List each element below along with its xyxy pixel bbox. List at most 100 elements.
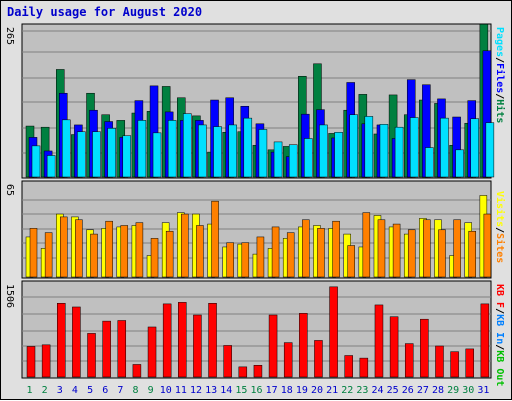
bar-kbf-day-24	[374, 304, 384, 378]
x-tick-label-day-2: 2	[42, 385, 48, 396]
bar-sites-day-15	[241, 242, 250, 278]
bar-kbf-day-16	[253, 365, 263, 378]
bar-pages-day-5	[92, 131, 101, 178]
bar-sites-day-25	[392, 223, 401, 278]
bar-pages-day-19	[304, 138, 313, 178]
bar-sites-day-20	[317, 228, 325, 278]
x-tick-label-day-6: 6	[102, 385, 108, 396]
bar-pages-day-29	[455, 149, 464, 178]
bar-sites-day-12	[196, 225, 204, 278]
x-tick-label-day-1: 1	[27, 385, 33, 396]
bar-sites-day-17	[271, 226, 280, 278]
legend-middle: Visits/Sites	[494, 191, 506, 263]
bar-kbf-day-12	[193, 314, 202, 378]
bar-sites-day-22	[347, 245, 355, 278]
bar-pages-day-16	[258, 129, 268, 178]
x-tick-label-day-7: 7	[117, 385, 123, 396]
bar-kbf-day-31	[480, 303, 490, 378]
bar-sites-day-4	[75, 219, 83, 278]
bar-pages-day-27	[425, 147, 434, 178]
bar-pages-day-22	[349, 114, 358, 178]
bar-pages-day-18	[288, 144, 298, 178]
x-tick-label-day-31: 31	[477, 385, 489, 396]
bar-sites-day-9	[150, 238, 159, 278]
bar-kbf-day-5	[87, 333, 96, 378]
bar-sites-day-27	[423, 219, 431, 278]
x-tick-label-day-14: 14	[220, 385, 232, 396]
bar-pages-day-8	[137, 120, 147, 178]
x-tick-label-day-15: 15	[235, 385, 247, 396]
bar-pages-day-12	[198, 124, 207, 178]
legend-separator: /	[494, 227, 505, 233]
legend-item-files: Files	[494, 63, 506, 93]
bar-sites-day-26	[407, 229, 416, 278]
x-tick-label-day-3: 3	[57, 385, 63, 396]
bar-sites-day-11	[181, 213, 189, 278]
x-tick-label-day-29: 29	[447, 385, 459, 396]
bar-pages-day-3	[62, 119, 71, 178]
bar-kbf-day-14	[223, 345, 232, 378]
bar-pages-day-11	[183, 113, 192, 178]
bar-pages-day-2	[46, 155, 56, 178]
x-tick-label-day-21: 21	[326, 385, 338, 396]
bar-pages-day-23	[364, 116, 374, 178]
x-tick-label-day-16: 16	[250, 385, 262, 396]
bar-pages-day-25	[394, 126, 404, 178]
x-tick-label-day-17: 17	[266, 385, 278, 396]
bar-sites-day-5	[90, 233, 98, 278]
bar-sites-day-23	[362, 212, 371, 278]
bar-pages-day-14	[228, 124, 237, 178]
bar-kbf-day-23	[359, 357, 369, 378]
y-max-label-top: 265	[4, 27, 15, 45]
bar-sites-day-24	[377, 219, 386, 278]
bar-kbf-day-9	[147, 326, 157, 378]
x-tick-label-day-23: 23	[356, 385, 368, 396]
bar-kbf-day-6	[102, 320, 111, 378]
x-tick-label-day-30: 30	[462, 385, 474, 396]
bar-pages-day-10	[167, 120, 177, 178]
bar-kbf-day-3	[57, 303, 66, 378]
legend-separator: /	[494, 57, 505, 63]
x-tick-label-day-13: 13	[205, 385, 217, 396]
bar-pages-day-20	[319, 124, 328, 178]
x-tick-label-day-5: 5	[87, 385, 93, 396]
bar-kbf-day-19	[299, 313, 308, 378]
bar-kbf-day-20	[314, 340, 323, 378]
bar-kbf-day-4	[72, 306, 81, 378]
bar-kbf-day-28	[435, 345, 444, 378]
bar-pages-day-15	[243, 117, 253, 178]
x-tick-label-day-8: 8	[132, 385, 138, 396]
bar-sites-day-28	[438, 229, 446, 278]
bar-kbf-day-8	[132, 364, 142, 378]
bar-pages-day-24	[379, 124, 389, 178]
bar-sites-day-30	[468, 230, 476, 278]
bar-pages-day-4	[77, 131, 86, 178]
bar-kbf-day-17	[268, 314, 278, 378]
bar-sites-day-29	[453, 219, 461, 278]
bar-sites-day-21	[332, 220, 340, 278]
bar-pages-day-6	[107, 128, 116, 178]
legend-item-pages: Pages	[494, 27, 505, 57]
x-tick-label-day-19: 19	[296, 385, 308, 396]
bar-kbf-day-11	[178, 302, 187, 378]
x-tick-label-day-22: 22	[341, 385, 353, 396]
bar-sites-day-1	[29, 228, 38, 278]
legend-item-hits: Hits	[494, 99, 506, 123]
x-tick-label-day-12: 12	[190, 385, 202, 396]
legend-separator: /	[494, 308, 505, 314]
bar-pages-day-30	[470, 118, 479, 178]
legend-item-kb-in: KB In	[494, 314, 505, 344]
bar-pages-day-26	[409, 117, 419, 178]
legend-item-kb-out: KB Out	[494, 350, 505, 386]
bar-pages-day-7	[122, 135, 132, 178]
bar-kbf-day-26	[404, 343, 414, 378]
x-tick-label-day-28: 28	[432, 385, 444, 396]
bar-kbf-day-7	[117, 320, 127, 378]
x-tick-label-day-25: 25	[387, 385, 399, 396]
x-tick-label-day-4: 4	[72, 385, 78, 396]
x-tick-label-day-18: 18	[281, 385, 293, 396]
bar-pages-day-17	[273, 141, 283, 178]
x-tick-label-day-24: 24	[372, 385, 384, 396]
